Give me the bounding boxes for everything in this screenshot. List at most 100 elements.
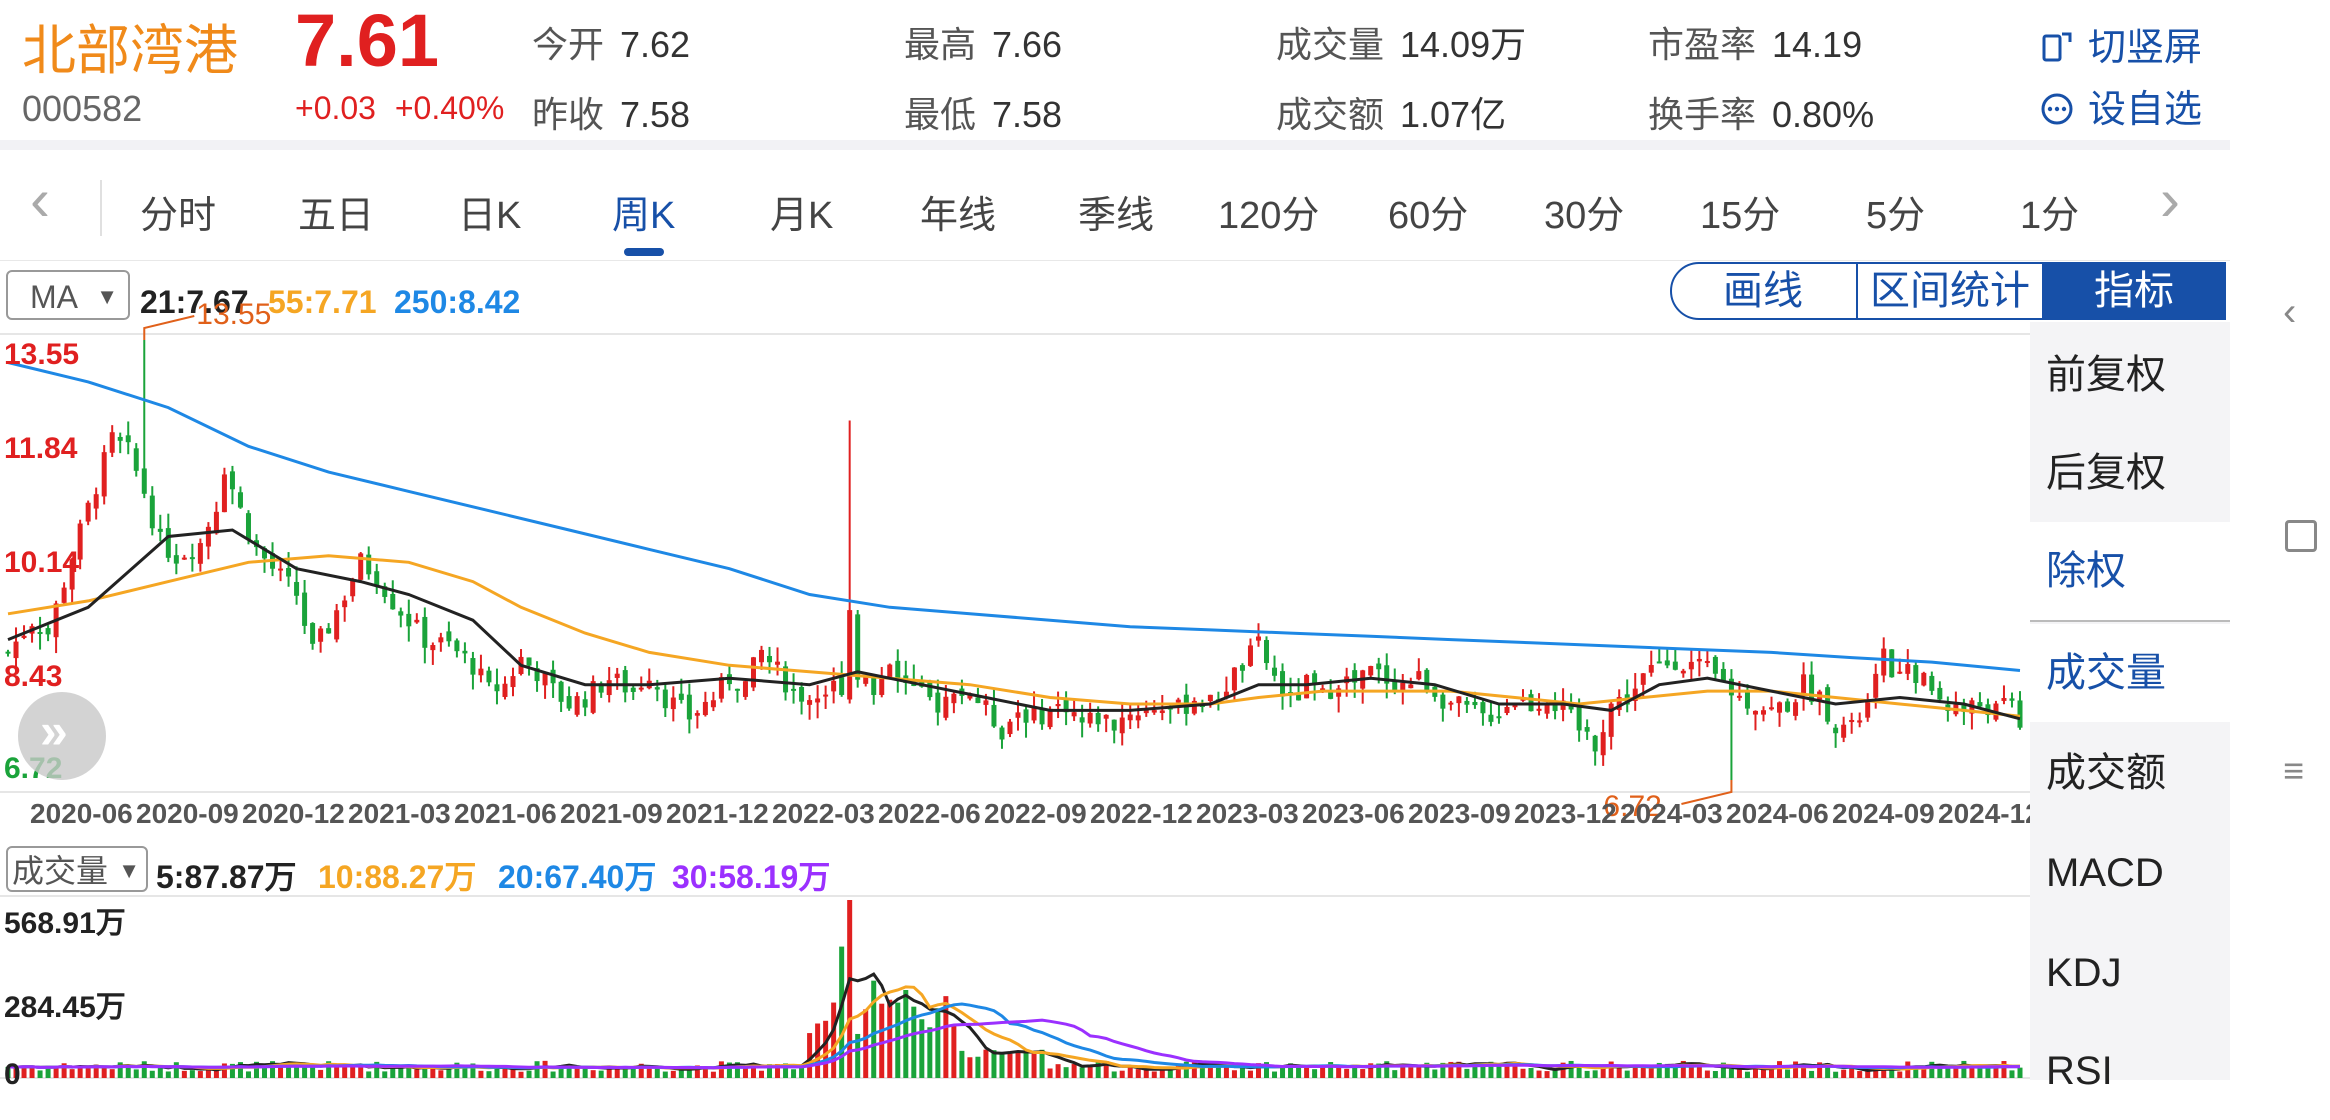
candle-body (1849, 720, 1854, 722)
volume-ma-line (8, 1004, 2020, 1068)
menu-backward-adjusted[interactable]: 后复权 (2030, 424, 2230, 522)
candle-body (1104, 715, 1109, 719)
candle-body (398, 611, 403, 615)
candle-body (1368, 666, 1373, 675)
candle-body (1537, 709, 1542, 711)
volume-bar (807, 1033, 812, 1078)
add-watchlist-button[interactable]: 设自选 (2040, 78, 2202, 133)
volume-bar (1432, 1069, 1437, 1078)
menu-rsi[interactable]: RSI (2030, 1022, 2230, 1120)
candle-body (142, 468, 147, 493)
volume-bar (38, 1070, 43, 1078)
menu-forward-adjusted[interactable]: 前复权 (2030, 326, 2230, 424)
vol-ma10-legend: 10:88.27万 (318, 852, 476, 898)
volume-bar (102, 1067, 107, 1078)
candle-body (1176, 700, 1181, 703)
menu-macd[interactable]: MACD (2030, 824, 2230, 922)
volume-bar (486, 1071, 491, 1078)
candle-body (623, 670, 628, 692)
volume-bar (599, 1071, 604, 1078)
candle-body (943, 697, 948, 718)
volume-bar (663, 1072, 668, 1078)
candle-body (462, 651, 467, 654)
candle-body (1480, 702, 1485, 713)
candle-body (743, 681, 748, 697)
volume-bar (575, 1068, 580, 1078)
candle-body (655, 687, 660, 689)
volume-bar (1128, 1066, 1133, 1078)
candle-body (1016, 712, 1021, 717)
x-tick-label: 2020-12 (242, 798, 345, 830)
candle-body (887, 665, 892, 678)
volume-bar (1833, 1072, 1838, 1078)
volume-bar (975, 1057, 980, 1078)
candle-body (855, 614, 860, 679)
menu-kdj[interactable]: KDJ (2030, 924, 2230, 1022)
candle-body (110, 432, 115, 453)
candle-body (1873, 674, 1878, 698)
volume-bar (1993, 1067, 1998, 1078)
volume-bar (1344, 1069, 1349, 1078)
candle-body (1601, 732, 1606, 755)
candle-body (775, 662, 780, 665)
vol-tick-max: 568.91万 (4, 898, 126, 942)
candle-body (406, 614, 411, 626)
volume-bar (1336, 1068, 1341, 1078)
candle-body (334, 610, 339, 639)
recents-icon[interactable]: ≡ (2283, 750, 2304, 792)
volume-bar (1841, 1070, 1846, 1078)
candle-body (1096, 713, 1101, 724)
candle-body (174, 555, 179, 563)
candle-body (1120, 718, 1125, 734)
volume-bar (150, 1071, 155, 1078)
tabs-right-arrow-icon[interactable]: › (2160, 170, 2180, 230)
candle-body (486, 671, 491, 683)
y-tick-3: 10.14 (4, 546, 79, 580)
candle-body (1248, 645, 1253, 665)
rotate-screen-button[interactable]: 切竖屏 (2040, 16, 2202, 71)
candle-body (350, 581, 355, 597)
candle-body (975, 697, 980, 703)
volume-bar (1392, 1070, 1397, 1078)
candle-body (527, 657, 532, 665)
candle-body (310, 623, 315, 644)
menu-ex-rights[interactable]: 除权 (2030, 522, 2230, 620)
candle-body (390, 594, 395, 609)
candle-body (879, 677, 884, 695)
candle-body (1865, 700, 1870, 717)
candle-body (182, 558, 187, 560)
volume-bar (1152, 1071, 1157, 1078)
candle-body (1753, 711, 1758, 715)
volume-bar (1745, 1072, 1750, 1078)
volume-indicator-select[interactable]: 成交量 ▼ (6, 846, 148, 892)
menu-turnover[interactable]: 成交额 (2030, 724, 2230, 822)
candle-body (238, 492, 243, 507)
candle-body (286, 568, 291, 577)
indicator-button[interactable]: 指标 (2042, 262, 2226, 320)
volume-bar (511, 1069, 516, 1078)
candle-body (983, 700, 988, 705)
candle-body (14, 642, 19, 659)
candle-body (679, 694, 684, 700)
candle-body (1304, 675, 1309, 698)
x-tick-label: 2023-09 (1408, 798, 1511, 830)
candle-body (1400, 683, 1405, 690)
candle-body (895, 661, 900, 679)
volume-bar (591, 1070, 596, 1078)
candle-body (703, 702, 708, 715)
fast-forward-icon: » (40, 702, 68, 760)
candle-body (1376, 664, 1381, 670)
volume-bar (543, 1061, 548, 1078)
candle-body (446, 631, 451, 641)
candle-body (1921, 673, 1926, 686)
volume-bar (70, 1069, 75, 1078)
home-icon[interactable] (2285, 520, 2317, 552)
back-icon[interactable]: ‹ (2283, 290, 2296, 335)
menu-volume[interactable]: 成交量 (2030, 624, 2230, 722)
x-tick-label: 2024-09 (1832, 798, 1935, 830)
volume-bar (462, 1068, 467, 1078)
candles (6, 340, 2023, 780)
volume-bar (2018, 1068, 2023, 1078)
replay-button[interactable]: » (18, 692, 106, 780)
candle-body (559, 682, 564, 702)
